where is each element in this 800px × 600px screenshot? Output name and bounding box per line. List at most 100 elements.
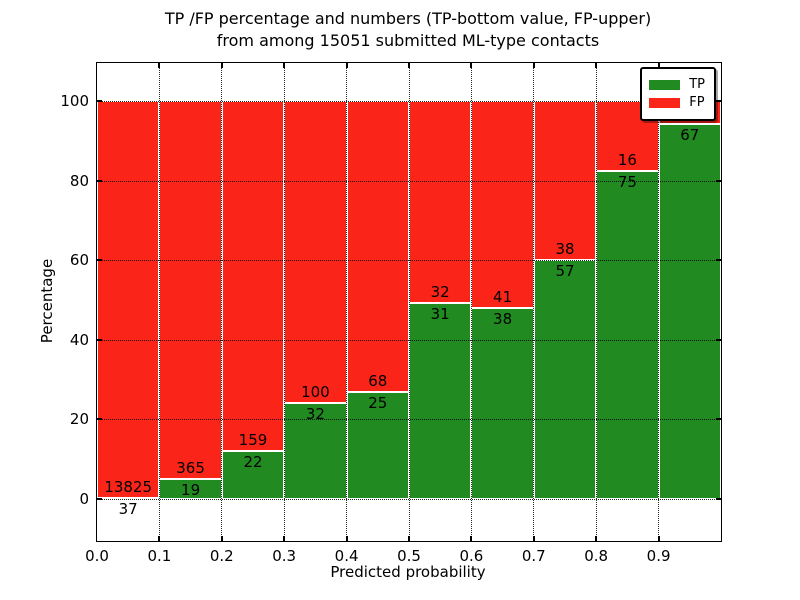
y-tick-mark-right [716,100,721,102]
fp-count-label-0.3-0.4: 100 [301,382,330,401]
tp-count-label-0.3-0.4: 32 [305,404,325,423]
y-tick-label-60: 60 [69,251,89,270]
legend: TP FP [640,67,716,121]
gridline-x-0.3 [283,63,285,541]
x-tick-mark-top [283,63,286,68]
gridline-x-0.2 [221,63,223,541]
bar-segment-fp-0.4-0.5 [346,101,409,393]
x-tick-mark-top [470,63,473,68]
x-tick-mark-bottom [657,536,660,541]
y-tick-mark-right [716,498,721,500]
tp-count-label-0.9-1.0: 67 [680,125,700,144]
x-tick-label-0.3: 0.3 [272,547,297,565]
x-tick-mark-bottom [283,536,286,541]
plot-area: 0 20 40 60 80 100 0.0 0.1 0.2 0.3 0.4 0.5 0.6 0.7 0.8 0… [60,62,722,565]
y-tick-mark-right [716,338,721,341]
tp-count-label-0.2-0.3: 22 [243,452,263,471]
x-tick-mark-top [595,63,598,68]
fp-count-label-0.8-0.9: 16 [617,150,637,169]
fp-count-label-0.5-0.6: 32 [430,283,450,302]
y-tick-label-80: 80 [69,171,89,190]
y-tick-mark-left [97,100,102,102]
bar-segment-tp-0.6-0.7 [471,307,534,499]
fp-count-label-0.1-0.2: 365 [176,459,205,478]
fp-swatch-icon [649,97,681,108]
bar-segment-fp-0.1-0.2 [159,101,222,480]
y-tick-mark-right [716,259,721,262]
fp-count-label-0.6-0.7: 41 [493,287,513,306]
bar-segment-fp-0.8-0.9 [596,101,659,171]
gridline-x-0.5 [408,63,410,541]
tp-count-label-0.0-0.1: 37 [118,499,138,518]
x-tick-mark-bottom [470,536,473,541]
x-tick-mark-bottom [220,536,223,541]
chart-title-line-2: from among 15051 submitted ML-type conta… [216,31,600,50]
tp-count-label-0.5-0.6: 31 [430,305,450,324]
y-tick-label-20: 20 [69,410,89,429]
x-tick-mark-top [532,63,535,68]
x-tick-mark-top [220,63,223,68]
x-tick-mark-bottom [345,536,348,541]
y-tick-mark-right [716,179,721,182]
y-tick-label-40: 40 [69,330,89,349]
y-tick-mark-right [716,418,721,421]
fp-count-label-0.0-0.1: 13825 [104,477,153,496]
bar-segment-tp-0.9-1.0 [658,123,721,499]
x-tick-mark-top [657,63,660,68]
bar-segment-fp-0.6-0.7 [471,101,534,308]
bar-segment-fp-0.5-0.6 [409,101,472,304]
bar-segment-tp-0.1-0.2 [159,479,222,499]
bar-segment-tp-0.7-0.8 [533,260,597,499]
x-tick-label-0.7: 0.7 [521,547,546,565]
y-tick-label-100: 100 [60,92,89,110]
y-tick-mark-left [97,338,102,341]
x-tick-mark-bottom [158,536,161,541]
x-tick-label-0.1: 0.1 [147,547,172,565]
tp-count-label-0.7-0.8: 57 [555,262,575,281]
bar-segment-tp-0.5-0.6 [409,303,472,499]
tp-count-label-0.8-0.9: 75 [617,172,637,191]
x-axis-label: Predicted probability [330,563,486,581]
gridline-x-0.1 [158,63,160,541]
y-tick-mark-left [97,498,102,500]
y-tick-mark-left [97,418,102,421]
legend-item-tp: TP [649,77,705,92]
x-tick-mark-bottom [532,536,535,541]
x-tick-label-0.4: 0.4 [334,547,359,565]
tp-count-label-0.1-0.2: 19 [181,481,201,500]
legend-label-tp: TP [689,77,705,92]
gridline-x-0.9 [658,63,660,541]
x-tick-label-0.2: 0.2 [209,547,234,565]
bar-segment-tp-0.4-0.5 [346,392,409,499]
bar-segment-fp-0.0-0.1 [97,101,160,498]
tp-swatch-icon [649,79,681,90]
fp-count-label-0.4-0.5: 68 [368,372,388,391]
x-tick-label-0.8: 0.8 [584,547,609,565]
gridline-x-0.7 [533,63,535,541]
x-tick-label-0.5: 0.5 [397,547,421,565]
gridline-x-0.4 [346,63,348,541]
x-tick-label-0.0: 0.0 [85,547,109,565]
x-tick-label-0.6: 0.6 [459,547,484,565]
x-tick-label-0.9: 0.9 [646,547,671,565]
bar-segment-tp-0.3-0.4 [284,402,347,499]
fp-count-label-0.7-0.8: 38 [555,240,575,259]
bar-segment-fp-0.2-0.3 [221,101,285,451]
bar-segment-tp-0.8-0.9 [596,170,659,499]
gridline-x-0.6 [470,63,472,541]
x-tick-mark-bottom [408,536,410,541]
y-tick-label-0: 0 [79,490,89,508]
fp-count-label-0.2-0.3: 159 [238,430,268,449]
x-tick-mark-bottom [595,536,598,541]
x-tick-mark-top [345,63,348,68]
x-tick-mark-top [408,63,410,68]
legend-label-fp: FP [689,95,705,110]
legend-item-fp: FP [649,95,705,110]
gridline-x-0.8 [595,63,597,541]
bar-segment-fp-0.3-0.4 [284,101,347,403]
tp-count-label-0.6-0.7: 38 [493,309,513,328]
x-tick-mark-top [158,63,161,68]
y-tick-mark-left [97,259,102,262]
tp-count-label-0.4-0.5: 25 [368,394,388,413]
